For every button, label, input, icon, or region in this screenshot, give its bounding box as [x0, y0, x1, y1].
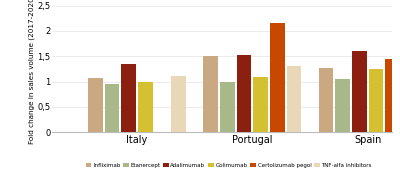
Bar: [138, 82, 153, 132]
Bar: [88, 78, 103, 132]
Bar: [287, 67, 302, 132]
Bar: [352, 51, 367, 132]
Bar: [369, 69, 384, 132]
Y-axis label: Fold change in sales volume (2017-2020): Fold change in sales volume (2017-2020): [28, 0, 35, 144]
Bar: [203, 56, 218, 132]
Bar: [121, 64, 136, 132]
Bar: [171, 76, 186, 132]
Bar: [386, 59, 400, 132]
Bar: [237, 55, 251, 132]
Bar: [105, 84, 119, 132]
Legend: Infliximab, Etanercept, Adalimumab, Golimumab, Certolizumab pegol, TNF-alfa inhi: Infliximab, Etanercept, Adalimumab, Goli…: [86, 163, 372, 168]
Bar: [319, 68, 333, 132]
Bar: [253, 77, 268, 132]
Bar: [220, 82, 235, 132]
Bar: [335, 79, 350, 132]
Bar: [270, 23, 285, 132]
